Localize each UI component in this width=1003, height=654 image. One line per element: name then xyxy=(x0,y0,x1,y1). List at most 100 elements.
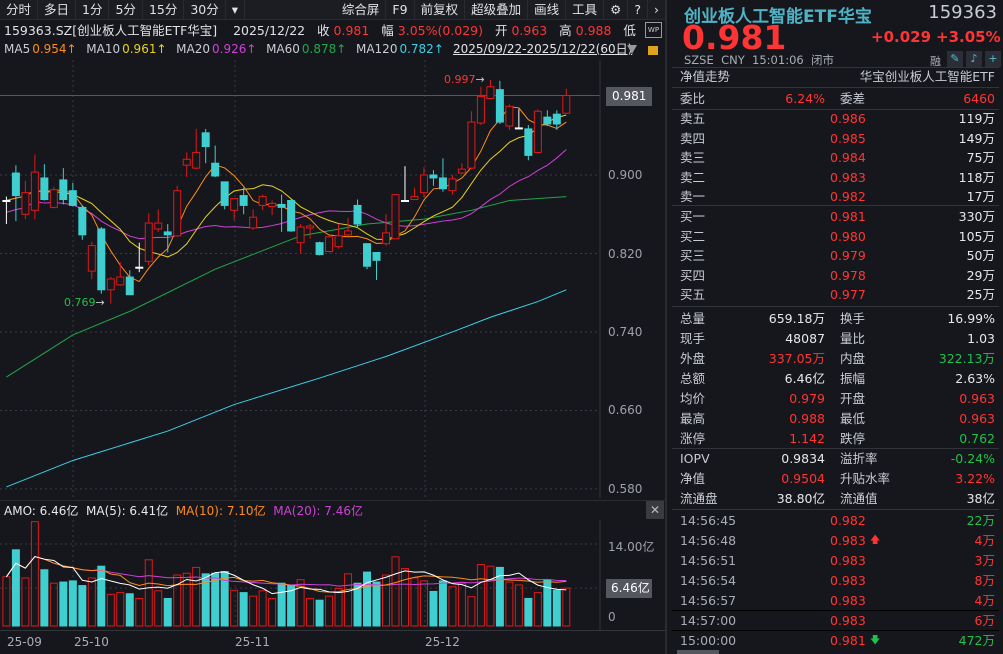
candle xyxy=(230,198,239,221)
close-volume-panel-button[interactable]: ✕ xyxy=(646,501,664,519)
help-icon[interactable]: ? xyxy=(628,0,648,19)
volume-bar xyxy=(11,549,20,627)
date-label: 2025/12/22 xyxy=(233,23,306,38)
nav-trend-link[interactable]: 净值走势 xyxy=(680,69,731,84)
volume-bar xyxy=(353,582,362,627)
trade-time: 14:57:00 xyxy=(680,613,737,628)
edit-icon[interactable]: ✎ xyxy=(947,51,963,67)
stat-label: 量比 xyxy=(840,331,866,346)
candle-body xyxy=(125,276,134,296)
ma20-value: 0.926↑ xyxy=(212,42,257,56)
ask-row[interactable]: 卖五 0.986 119万 xyxy=(680,109,995,128)
ask-row[interactable]: 卖四 0.985 149万 xyxy=(680,129,995,148)
volume-bar xyxy=(448,586,457,627)
trade-time: 14:56:51 xyxy=(680,553,737,568)
f9-button[interactable]: F9 xyxy=(386,0,415,19)
draw-button[interactable]: 画线 xyxy=(528,0,567,19)
low-label: 低 xyxy=(623,23,636,38)
bid-row[interactable]: 买五 0.977 25万 xyxy=(680,285,995,304)
candle-body xyxy=(135,266,144,269)
stat-value: 38.80亿 xyxy=(776,491,825,506)
volume-tick: 0 xyxy=(608,610,616,624)
wp-icon[interactable]: WP xyxy=(645,22,662,38)
candlestick-chart[interactable] xyxy=(0,60,665,498)
tab-1min[interactable]: 1分 xyxy=(76,0,110,19)
candle xyxy=(306,224,315,239)
security-code: 159363 xyxy=(928,2,997,23)
candle xyxy=(353,199,362,227)
period-toolbar: 分时 多日 1分 5分 15分 30分 ▾ 综合屏 F9 前复权 超级叠加 画线… xyxy=(0,0,665,20)
candle-body xyxy=(40,177,49,201)
scrollbar-thumb[interactable] xyxy=(677,650,719,654)
dropdown-triangle-icon[interactable] xyxy=(627,45,637,54)
date-tick: 25-12 xyxy=(425,635,460,649)
candle xyxy=(49,186,58,209)
bid-row[interactable]: 买一 0.981 330万 xyxy=(680,207,995,226)
panel-divider[interactable] xyxy=(665,0,667,654)
candle xyxy=(97,226,106,294)
date-tick: 25-10 xyxy=(74,635,109,649)
tab-multi-day[interactable]: 多日 xyxy=(38,0,77,19)
stat-value: 0.9504 xyxy=(781,471,825,486)
candle-body xyxy=(97,228,106,291)
bell-icon[interactable]: ♪ xyxy=(966,51,982,67)
volume-bar xyxy=(201,573,210,627)
bid-row[interactable]: 买二 0.980 105万 xyxy=(680,227,995,246)
candle xyxy=(182,152,191,177)
candle-body xyxy=(552,113,561,125)
ma120-value: 0.782↑ xyxy=(399,42,444,56)
candle xyxy=(505,104,514,130)
candle-body xyxy=(344,230,353,236)
trade-price: 0.983 xyxy=(830,573,866,588)
trade-row: 14:56:51 0.983 3万 xyxy=(680,551,995,570)
candle xyxy=(116,262,125,286)
date-range-selector[interactable]: 2025/09/22-2025/12/22(60日) xyxy=(453,42,633,56)
chevron-right-icon[interactable]: › xyxy=(654,2,659,17)
ask-row[interactable]: 卖一 0.982 17万 xyxy=(680,187,995,206)
bid-row[interactable]: 买四 0.978 29万 xyxy=(680,266,995,285)
bid-volume: 50万 xyxy=(966,248,995,264)
candle xyxy=(514,109,523,130)
ask-price: 0.985 xyxy=(830,130,866,146)
ask-level-label: 卖三 xyxy=(680,150,706,166)
trade-row: 14:56:54 0.983 8万 xyxy=(680,571,995,590)
change-label: 幅 xyxy=(381,23,394,38)
candle xyxy=(106,277,115,304)
tools-button[interactable]: 工具 xyxy=(566,0,605,19)
ask-volume: 118万 xyxy=(958,169,995,185)
bid-row[interactable]: 买三 0.979 50万 xyxy=(680,246,995,265)
tab-30min[interactable]: 30分 xyxy=(184,0,226,19)
tab-15min[interactable]: 15分 xyxy=(143,0,185,19)
vol-ma5-value: MA(5): 6.41亿 xyxy=(86,504,169,518)
ask-row[interactable]: 卖二 0.983 118万 xyxy=(680,168,995,187)
bid-level-label: 买二 xyxy=(680,228,706,244)
volume-chart[interactable] xyxy=(0,520,665,630)
volume-bar xyxy=(344,573,353,627)
ask-row[interactable]: 卖三 0.984 75万 xyxy=(680,148,995,167)
lock-icon[interactable] xyxy=(648,46,658,55)
tab-intraday[interactable]: 分时 xyxy=(0,0,39,19)
more-periods-dropdown[interactable]: ▾ xyxy=(226,0,246,19)
stat-label: 均价 xyxy=(680,391,706,406)
candle xyxy=(2,196,11,225)
candle-body xyxy=(325,236,334,253)
stat-row: 现手 48087 量比 1.03 xyxy=(680,329,995,348)
volume-bar xyxy=(106,593,115,627)
candle-body xyxy=(87,245,96,272)
candle xyxy=(438,158,447,192)
nav-trend-row[interactable]: 净值走势 华宝创业板人工智能ETF xyxy=(680,67,995,86)
stat-row: 总量 659.18万 换手 16.99% xyxy=(680,309,995,328)
forward-adjust-button[interactable]: 前复权 xyxy=(415,0,466,19)
composite-screen-button[interactable]: 综合屏 xyxy=(336,0,387,19)
add-icon[interactable]: + xyxy=(985,51,1001,67)
volume-bar xyxy=(514,584,523,627)
overlay-button[interactable]: 超级叠加 xyxy=(465,0,529,19)
ma10-label: MA10 xyxy=(86,42,121,56)
tab-5min[interactable]: 5分 xyxy=(109,0,143,19)
candle xyxy=(562,88,571,114)
gear-icon[interactable]: ⚙ xyxy=(604,0,629,19)
volume-bar xyxy=(21,577,30,627)
stat-value: 3.22% xyxy=(955,471,995,486)
volume-bar xyxy=(495,566,504,627)
trade-row: 14:56:48 0.983 🡅 4万 xyxy=(680,531,995,550)
